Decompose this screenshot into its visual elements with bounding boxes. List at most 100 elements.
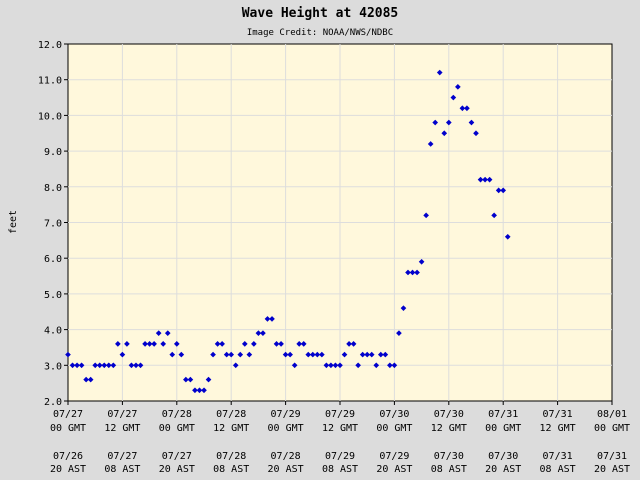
data-point xyxy=(87,376,94,383)
data-point xyxy=(83,376,89,383)
data-point xyxy=(436,69,443,76)
data-point xyxy=(468,119,475,126)
x-tick-label-gmt: 00 GMT xyxy=(50,423,86,434)
y-tick-label: 8.0 xyxy=(44,183,62,194)
data-point xyxy=(296,341,303,347)
y-tick-label: 11.0 xyxy=(38,76,62,87)
x-tick-label-ast-date: 07/29 xyxy=(325,451,355,462)
data-point xyxy=(341,351,348,358)
data-point xyxy=(391,362,398,369)
data-point xyxy=(237,351,244,358)
x-tick-label-ast: 08 AST xyxy=(322,464,358,475)
x-tick-label-date: 07/27 xyxy=(53,409,83,420)
x-tick-label-date: 07/29 xyxy=(271,409,301,420)
data-point xyxy=(269,316,275,322)
x-tick-label-ast: 08 AST xyxy=(104,464,140,475)
data-point xyxy=(377,351,384,358)
data-point xyxy=(273,341,280,347)
data-point xyxy=(173,341,180,347)
data-point xyxy=(187,376,194,383)
x-tick-label-ast-date: 07/31 xyxy=(543,451,573,462)
x-tick-label-ast-date: 07/28 xyxy=(216,451,246,462)
data-point xyxy=(314,351,321,358)
chart-subtitle: Image Credit: NOAA/NWS/NDBC xyxy=(247,28,393,38)
y-tick-label: 12.0 xyxy=(38,40,62,51)
data-point xyxy=(300,341,307,347)
data-point xyxy=(178,351,185,358)
x-tick-label-gmt: 00 GMT xyxy=(159,423,195,434)
x-tick-label-ast-date: 07/30 xyxy=(488,451,518,462)
data-point xyxy=(432,119,439,126)
data-point xyxy=(78,362,85,369)
data-point xyxy=(210,351,216,358)
data-point xyxy=(427,141,434,147)
data-point xyxy=(346,341,352,347)
data-point xyxy=(260,330,266,336)
data-point xyxy=(368,351,375,358)
data-point xyxy=(151,341,157,347)
data-point xyxy=(359,351,366,358)
data-point xyxy=(387,362,393,369)
x-tick-label-ast: 20 AST xyxy=(594,464,630,475)
x-tick-label-date: 07/27 xyxy=(107,409,137,420)
data-point xyxy=(183,376,189,383)
y-axis-label: feet xyxy=(8,210,19,234)
data-point xyxy=(350,341,357,347)
x-tick-label-ast: 20 AST xyxy=(159,464,195,475)
x-tick-label-ast-date: 07/29 xyxy=(379,451,409,462)
y-tick-label: 9.0 xyxy=(44,147,62,158)
x-tick-label-date: 07/30 xyxy=(434,409,464,420)
data-point xyxy=(110,362,117,369)
x-tick-label-date: 07/31 xyxy=(543,409,573,420)
data-point xyxy=(500,187,507,194)
data-point xyxy=(477,176,484,183)
data-point xyxy=(414,269,420,276)
data-point xyxy=(337,362,343,369)
data-point xyxy=(278,341,284,347)
x-tick-label-ast: 08 AST xyxy=(213,464,249,475)
x-tick-label-ast: 08 AST xyxy=(431,464,467,475)
data-point xyxy=(473,130,479,137)
y-tick-label: 7.0 xyxy=(44,219,62,230)
data-point xyxy=(128,362,135,369)
x-tick-label-gmt: 12 GMT xyxy=(540,423,576,434)
data-point xyxy=(482,176,488,183)
x-tick-label-gmt: 12 GMT xyxy=(431,423,467,434)
data-point xyxy=(445,119,452,126)
data-point xyxy=(355,362,361,369)
data-point xyxy=(418,258,425,265)
x-tick-label-gmt: 00 GMT xyxy=(268,423,304,434)
data-point xyxy=(323,362,330,369)
y-tick-label: 10.0 xyxy=(38,111,62,122)
data-point xyxy=(205,376,212,383)
data-point xyxy=(214,341,221,347)
data-point xyxy=(332,362,339,369)
x-tick-label-gmt: 12 GMT xyxy=(322,423,358,434)
x-tick-label-gmt: 00 GMT xyxy=(594,423,630,434)
data-point xyxy=(228,351,235,358)
data-point xyxy=(459,105,466,112)
data-point xyxy=(142,341,148,347)
data-point xyxy=(241,341,248,347)
data-point xyxy=(119,351,126,358)
y-tick-label: 5.0 xyxy=(44,290,62,301)
data-point xyxy=(246,351,253,358)
y-tick-label: 4.0 xyxy=(44,326,62,337)
data-point xyxy=(282,351,289,358)
x-tick-label-gmt: 00 GMT xyxy=(485,423,521,434)
x-tick-label-ast: 20 AST xyxy=(268,464,304,475)
x-tick-label-date: 08/01 xyxy=(597,409,627,420)
data-point xyxy=(133,362,139,369)
data-point xyxy=(201,387,207,394)
data-point xyxy=(396,330,402,336)
x-tick-label-gmt: 00 GMT xyxy=(376,423,412,434)
x-tick-label-ast-date: 07/27 xyxy=(107,451,137,462)
data-point xyxy=(328,362,334,369)
data-point xyxy=(504,233,511,240)
x-tick-label-gmt: 12 GMT xyxy=(104,423,140,434)
data-point xyxy=(409,269,416,276)
data-point xyxy=(373,362,380,369)
y-tick-label: 2.0 xyxy=(44,397,62,408)
data-point xyxy=(305,351,312,358)
data-point xyxy=(124,341,130,347)
